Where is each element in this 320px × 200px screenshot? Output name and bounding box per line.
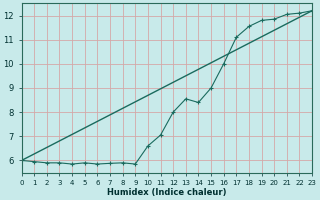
X-axis label: Humidex (Indice chaleur): Humidex (Indice chaleur): [107, 188, 227, 197]
